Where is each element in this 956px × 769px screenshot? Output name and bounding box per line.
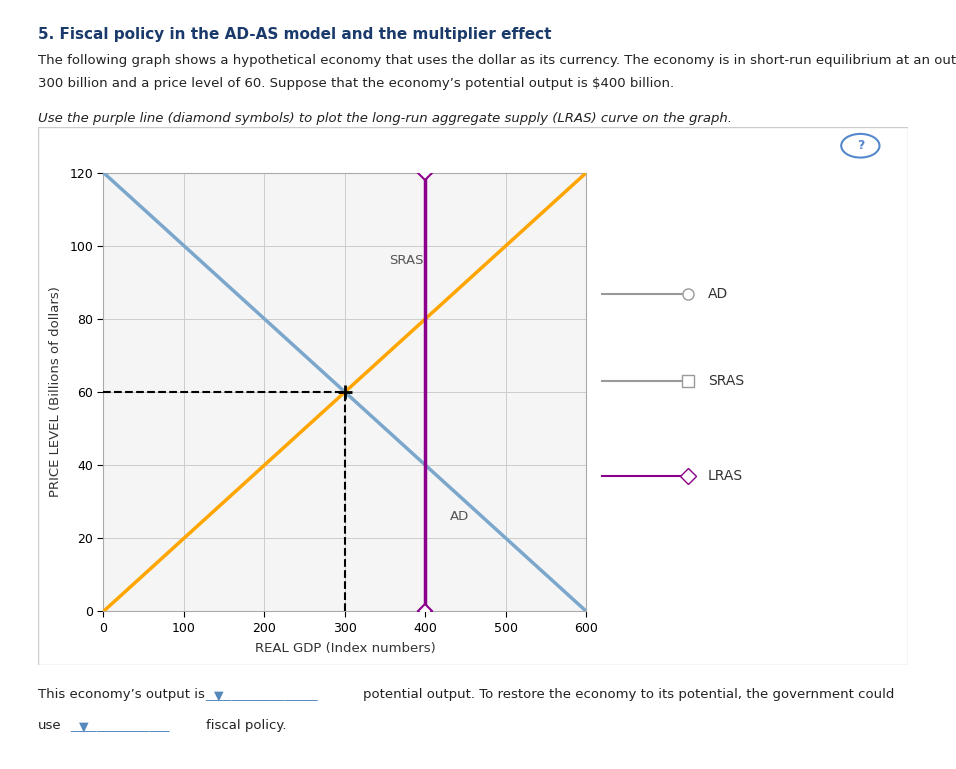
Text: LRAS: LRAS bbox=[707, 469, 743, 483]
Text: potential output. To restore the economy to its potential, the government could: potential output. To restore the economy… bbox=[363, 688, 895, 701]
Text: 300 billion and a price level of 60. Suppose that the economy’s potential output: 300 billion and a price level of 60. Sup… bbox=[38, 77, 674, 90]
Text: fiscal policy.: fiscal policy. bbox=[206, 719, 286, 732]
Text: The following graph shows a hypothetical economy that uses the dollar as its cur: The following graph shows a hypothetical… bbox=[38, 54, 956, 67]
Text: _______________: _______________ bbox=[70, 719, 169, 732]
Text: Use the purple line (diamond symbols) to plot the long-run aggregate supply (LRA: Use the purple line (diamond symbols) to… bbox=[38, 112, 732, 125]
Text: SRAS: SRAS bbox=[389, 254, 424, 267]
FancyBboxPatch shape bbox=[38, 127, 908, 665]
Text: This economy’s output is: This economy’s output is bbox=[38, 688, 206, 701]
Text: 5. Fiscal policy in the AD-AS model and the multiplier effect: 5. Fiscal policy in the AD-AS model and … bbox=[38, 27, 552, 42]
X-axis label: REAL GDP (Index numbers): REAL GDP (Index numbers) bbox=[254, 641, 435, 654]
Text: _________________: _________________ bbox=[206, 688, 318, 701]
Text: ▼: ▼ bbox=[75, 721, 88, 734]
Text: use: use bbox=[38, 719, 62, 732]
Text: ?: ? bbox=[857, 139, 864, 152]
Text: AD: AD bbox=[707, 287, 728, 301]
Text: SRAS: SRAS bbox=[707, 374, 744, 388]
Y-axis label: PRICE LEVEL (Billions of dollars): PRICE LEVEL (Billions of dollars) bbox=[50, 287, 62, 498]
Text: AD: AD bbox=[449, 510, 468, 523]
Text: ▼: ▼ bbox=[210, 690, 224, 703]
